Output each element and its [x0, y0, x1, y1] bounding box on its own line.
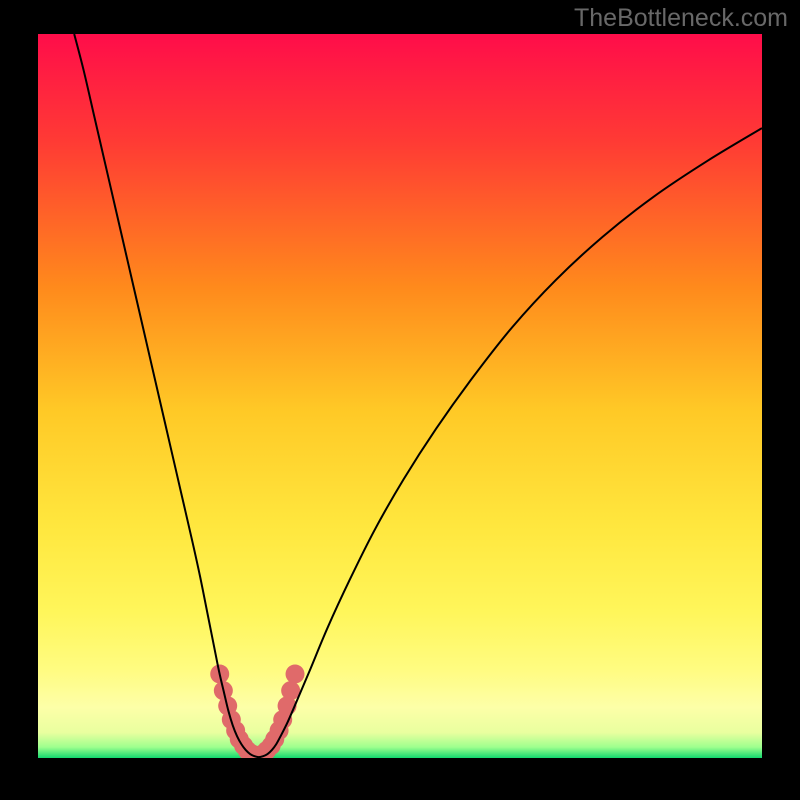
chart-overlay: [38, 34, 762, 758]
markers-group: [210, 665, 304, 758]
bottleneck-curve: [74, 34, 762, 757]
data-marker: [286, 665, 305, 684]
chart-plot-area: [38, 34, 762, 758]
chart-outer-frame: TheBottleneck.com: [0, 0, 800, 800]
watermark-text: TheBottleneck.com: [574, 4, 788, 33]
